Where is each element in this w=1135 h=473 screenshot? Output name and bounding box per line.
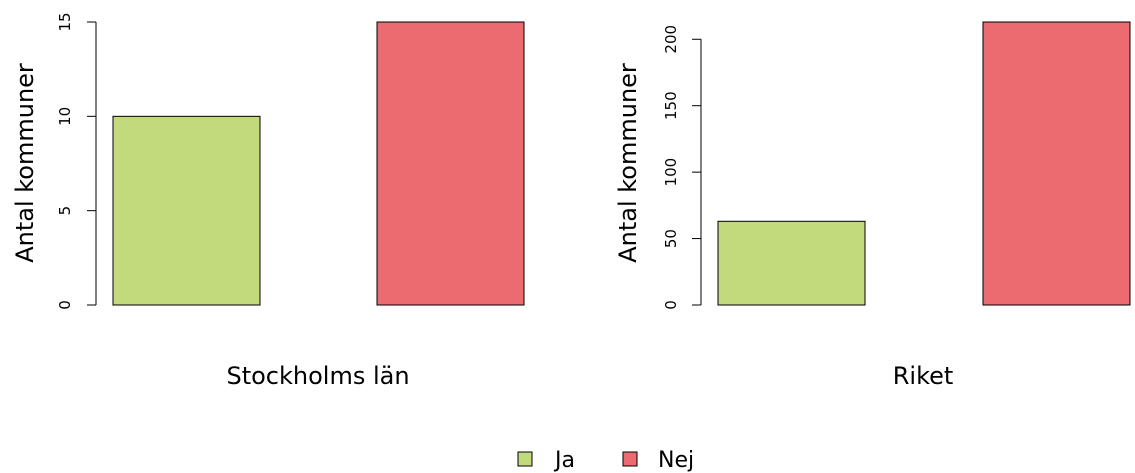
y-tick-label-riket: 50 <box>662 229 680 248</box>
y-tick-label-stockholm: 0 <box>56 300 74 310</box>
y-axis-label-riket: Antal kommuner <box>614 63 642 263</box>
y-tick-label-riket: 0 <box>662 300 680 310</box>
legend-label-nej: Nej <box>658 448 694 473</box>
y-tick-label-stockholm: 15 <box>56 12 74 31</box>
y-tick-label-stockholm: 10 <box>56 107 74 126</box>
panel-stockholm: 0 5 10 15 Antal kommuner Stockholms län <box>11 12 525 390</box>
bar-stockholm-ja <box>112 115 261 306</box>
bars-stockholm <box>112 21 525 306</box>
y-axis-riket: 0 50 100 150 200 <box>662 25 702 310</box>
panel-riket: 0 50 100 150 200 Antal kommuner Riket <box>614 21 1131 390</box>
y-tick-label-riket: 100 <box>662 158 680 187</box>
x-axis-label-riket: Riket <box>893 362 954 390</box>
x-axis-label-stockholm: Stockholms län <box>226 362 409 390</box>
y-axis-label-stockholm: Antal kommuner <box>11 63 39 263</box>
bar-riket-nej <box>982 21 1131 306</box>
y-tick-label-stockholm: 5 <box>56 206 74 216</box>
legend-swatch-ja <box>517 451 533 467</box>
bars-riket <box>717 21 1131 306</box>
legend: Ja Nej <box>517 448 694 473</box>
y-tick-label-riket: 200 <box>662 25 680 54</box>
y-tick-label-riket: 150 <box>662 91 680 120</box>
bar-riket-ja <box>717 220 866 306</box>
legend-swatch-nej <box>622 451 638 467</box>
legend-label-ja: Ja <box>553 448 575 473</box>
bar-stockholm-nej <box>376 21 525 306</box>
y-axis-stockholm: 0 5 10 15 <box>56 12 97 310</box>
